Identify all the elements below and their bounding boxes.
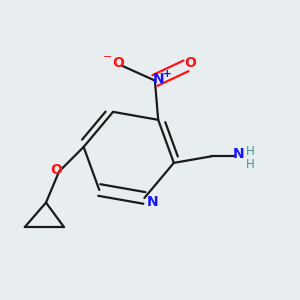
Text: H: H xyxy=(246,145,254,158)
Text: N: N xyxy=(153,72,165,86)
Text: −: − xyxy=(103,52,112,62)
Text: H: H xyxy=(246,158,254,171)
Text: +: + xyxy=(163,69,172,79)
Text: N: N xyxy=(232,147,244,161)
Text: O: O xyxy=(112,56,124,70)
Text: O: O xyxy=(50,163,62,177)
Text: N: N xyxy=(147,195,158,209)
Text: O: O xyxy=(184,56,196,70)
